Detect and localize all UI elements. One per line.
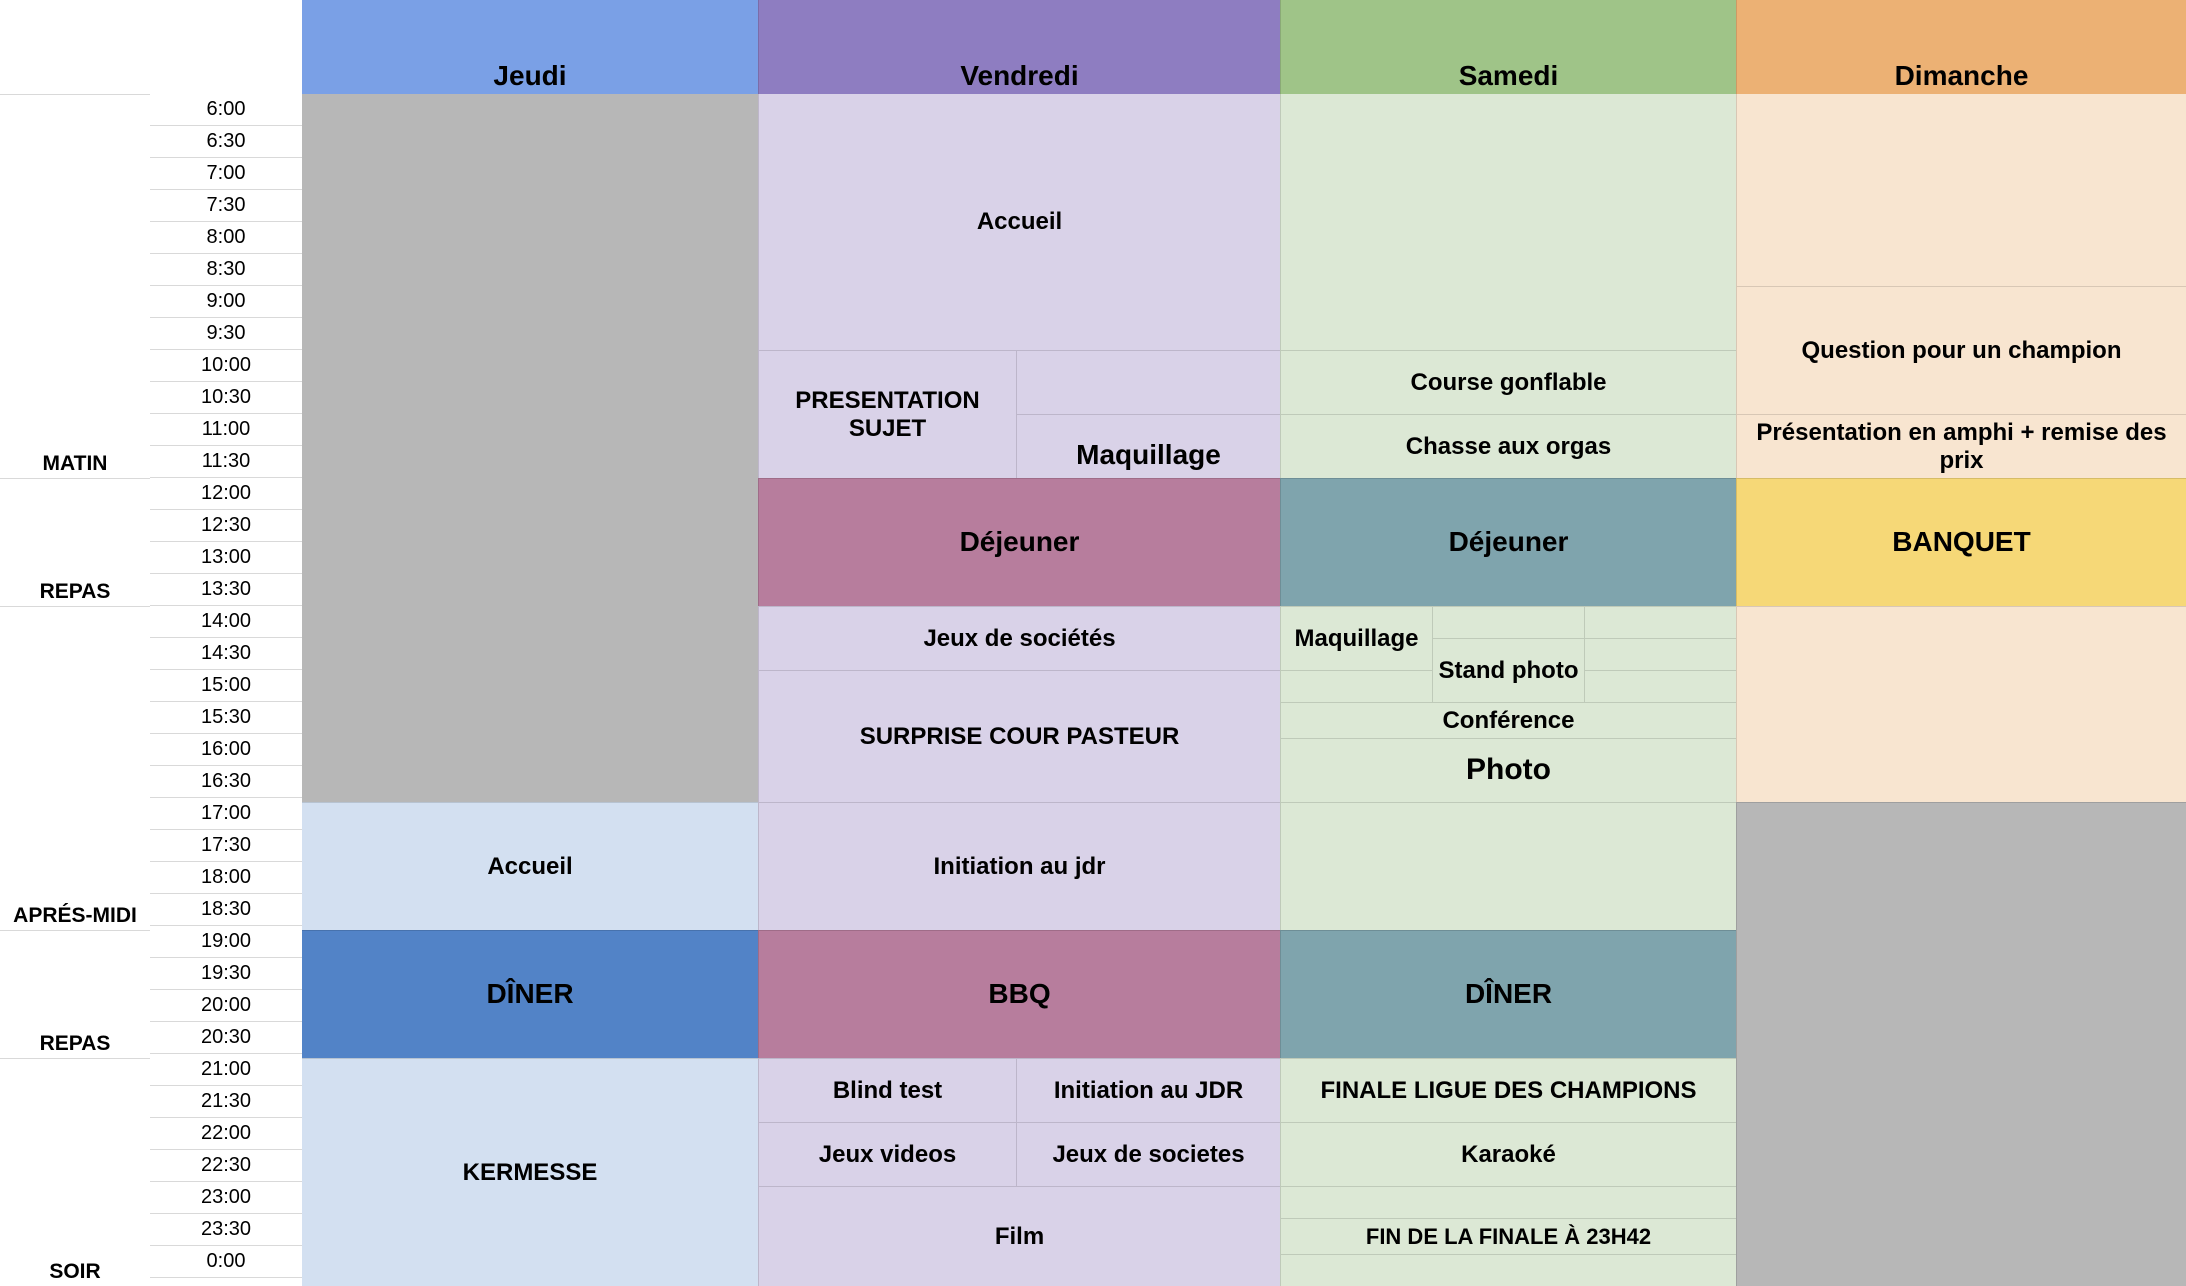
samedi-photo[interactable]: Photo (1280, 738, 1736, 802)
time-label: 13:00 (150, 542, 302, 574)
vendredi-initiation-jdr[interactable]: Initiation au jdr (758, 802, 1280, 930)
vendredi-empty-slot (1016, 350, 1280, 414)
vendredi-maquillage[interactable]: Maquillage (1016, 414, 1280, 478)
jeudi-accueil[interactable]: Accueil (302, 802, 758, 930)
time-label: 15:00 (150, 670, 302, 702)
vendredi-accueil[interactable]: Accueil (758, 94, 1280, 350)
samedi-empty-slot (1584, 670, 1736, 702)
samedi-empty-slot (1584, 638, 1736, 670)
period-repas-soir: REPAS (0, 930, 150, 1058)
header-jeudi[interactable]: Jeudi (302, 0, 758, 94)
time-label: 14:00 (150, 606, 302, 638)
time-label: 11:00 (150, 414, 302, 446)
dimanche-banquet[interactable]: BANQUET (1736, 478, 2186, 606)
time-label: 19:30 (150, 958, 302, 990)
time-label: 16:30 (150, 766, 302, 798)
time-label: 8:00 (150, 222, 302, 254)
vendredi-blind-test[interactable]: Blind test (758, 1058, 1016, 1122)
samedi-empty-slot (1280, 1186, 1736, 1218)
period-soir: SOIR (0, 1058, 150, 1286)
jeudi-unavailable-block (302, 94, 758, 802)
period-matin: MATIN (0, 94, 150, 478)
vendredi-surprise-cour-pasteur[interactable]: SURPRISE COUR PASTEUR (758, 670, 1280, 802)
samedi-chasse-aux-orgas[interactable]: Chasse aux orgas (1280, 414, 1736, 478)
time-label: 10:00 (150, 350, 302, 382)
samedi-karaoke[interactable]: Karaoké (1280, 1122, 1736, 1186)
time-label: 23:00 (150, 1182, 302, 1214)
vendredi-jeux-videos[interactable]: Jeux videos (758, 1122, 1016, 1186)
time-label: 7:00 (150, 158, 302, 190)
time-label: 8:30 (150, 254, 302, 286)
time-label: 9:00 (150, 286, 302, 318)
vendredi-jeux-de-societes-soir[interactable]: Jeux de societes (1016, 1122, 1280, 1186)
time-label: 11:30 (150, 446, 302, 478)
samedi-course-gonflable[interactable]: Course gonflable (1280, 350, 1736, 414)
samedi-morning-empty (1280, 94, 1736, 350)
time-label: 18:00 (150, 862, 302, 894)
header-samedi[interactable]: Samedi (1280, 0, 1736, 94)
dimanche-afternoon-empty (1736, 606, 2186, 802)
header-vendredi[interactable]: Vendredi (758, 0, 1280, 94)
dimanche-unavailable-block (1736, 802, 2186, 1286)
time-label: 23:30 (150, 1214, 302, 1246)
time-label: 22:30 (150, 1150, 302, 1182)
time-label: 14:30 (150, 638, 302, 670)
samedi-conference[interactable]: Conférence (1280, 702, 1736, 738)
time-label: 18:30 (150, 894, 302, 926)
time-label: 17:30 (150, 830, 302, 862)
vendredi-presentation-sujet[interactable]: PRESENTATION SUJET (758, 350, 1016, 478)
time-label: 6:00 (150, 94, 302, 126)
vendredi-dejeuner[interactable]: Déjeuner (758, 478, 1280, 606)
time-label: 21:30 (150, 1086, 302, 1118)
samedi-empty-slot (1280, 1254, 1736, 1286)
time-label: 7:30 (150, 190, 302, 222)
time-label: 19:00 (150, 926, 302, 958)
jeudi-diner[interactable]: DÎNER (302, 930, 758, 1058)
time-label: 12:00 (150, 478, 302, 510)
period-repas-midi: REPAS (0, 478, 150, 606)
samedi-finale-ligue-des-champions[interactable]: FINALE LIGUE DES CHAMPIONS (1280, 1058, 1736, 1122)
time-label: 20:00 (150, 990, 302, 1022)
time-label: 9:30 (150, 318, 302, 350)
samedi-maquillage[interactable]: Maquillage (1280, 606, 1432, 670)
time-label: 22:00 (150, 1118, 302, 1150)
vendredi-initiation-jdr-soir[interactable]: Initiation au JDR (1016, 1058, 1280, 1122)
time-label: 21:00 (150, 1054, 302, 1086)
samedi-afternoon-empty (1280, 802, 1736, 930)
time-label: 13:30 (150, 574, 302, 606)
time-label: 15:30 (150, 702, 302, 734)
vendredi-jeux-de-societes[interactable]: Jeux de sociétés (758, 606, 1280, 670)
time-label: 17:00 (150, 798, 302, 830)
vendredi-bbq[interactable]: BBQ (758, 930, 1280, 1058)
jeudi-kermesse[interactable]: KERMESSE (302, 1058, 758, 1286)
dimanche-question-pour-un-champion[interactable]: Question pour un champion (1736, 286, 2186, 414)
time-label: 12:30 (150, 510, 302, 542)
time-label: 0:00 (150, 1246, 302, 1278)
samedi-empty-slot (1584, 606, 1736, 638)
samedi-fin-de-la-finale[interactable]: FIN DE LA FINALE À 23H42 (1280, 1218, 1736, 1254)
samedi-diner[interactable]: DÎNER (1280, 930, 1736, 1058)
time-label: 10:30 (150, 382, 302, 414)
dimanche-presentation-amphi[interactable]: Présentation en amphi + remise des prix (1736, 414, 2186, 478)
period-apres-midi: APRÉS-MIDI (0, 606, 150, 930)
samedi-empty-slot (1432, 606, 1584, 638)
time-label: 20:30 (150, 1022, 302, 1054)
vendredi-film[interactable]: Film (758, 1186, 1280, 1286)
time-label: 16:00 (150, 734, 302, 766)
samedi-dejeuner[interactable]: Déjeuner (1280, 478, 1736, 606)
header-dimanche[interactable]: Dimanche (1736, 0, 2186, 94)
dimanche-morning-empty (1736, 94, 2186, 286)
samedi-stand-photo[interactable]: Stand photo (1432, 638, 1584, 702)
time-label: 6:30 (150, 126, 302, 158)
samedi-empty-slot (1280, 670, 1432, 702)
